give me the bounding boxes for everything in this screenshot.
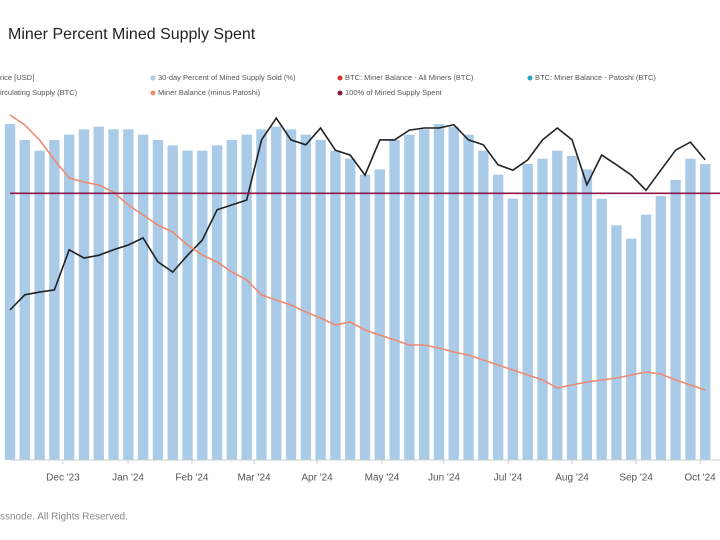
chart-title: Miner Percent Mined Supply Spent	[8, 26, 256, 43]
bar	[626, 238, 637, 460]
bar	[685, 158, 696, 460]
legend-label: irculating Supply (BTC)	[0, 88, 78, 97]
x-tick-label: Sep '24	[619, 473, 653, 484]
bar	[522, 164, 533, 460]
bar	[640, 214, 652, 460]
bar	[537, 158, 548, 460]
legend-label: rice [USD]	[0, 73, 34, 82]
bar	[63, 134, 75, 460]
x-tick-label: Oct '24	[684, 473, 716, 484]
legend-label: Miner Balance (minus Patoshi)	[158, 88, 261, 97]
bar	[211, 145, 223, 461]
x-tick-label: Mar '24	[238, 473, 271, 484]
footer: ssnode. All Rights Reserved.	[0, 512, 128, 523]
bar	[478, 150, 489, 460]
legend: rice [USD] 30-day Percent of Mined Supply…	[0, 73, 656, 97]
bar	[152, 140, 164, 460]
legend-swatch	[337, 90, 343, 96]
bar	[197, 150, 208, 460]
bar	[418, 129, 430, 461]
bar	[700, 164, 711, 460]
x-tick-label: Jun '24	[428, 473, 460, 484]
bar	[374, 169, 385, 461]
bar	[611, 225, 622, 460]
legend-swatch	[527, 75, 533, 81]
bar	[300, 134, 312, 460]
bar	[655, 196, 667, 460]
bar	[108, 129, 119, 461]
bar	[123, 129, 134, 461]
legend-swatch	[150, 90, 156, 96]
bar	[581, 169, 593, 461]
bar	[271, 126, 282, 461]
bar	[552, 150, 563, 460]
bar	[359, 174, 371, 460]
bar	[404, 134, 415, 460]
bar	[19, 140, 30, 460]
x-tick-label: Jan '24	[112, 473, 144, 484]
bar	[330, 150, 341, 460]
legend-swatch	[150, 75, 156, 81]
bar	[566, 156, 578, 460]
bar	[34, 150, 45, 460]
bar	[596, 198, 607, 460]
line	[9, 116, 706, 311]
bar	[137, 134, 149, 460]
bar	[226, 140, 238, 460]
x-tick-label: Aug '24	[555, 473, 589, 484]
bar	[93, 126, 104, 461]
bar	[315, 140, 326, 460]
bar	[182, 150, 193, 460]
bar	[507, 198, 519, 460]
x-tick-label: Dec '23	[46, 473, 80, 484]
x-tick-label: May '24	[365, 473, 400, 484]
bar	[389, 140, 400, 460]
legend-swatch	[337, 75, 343, 81]
bar	[345, 158, 356, 460]
bar	[492, 174, 504, 460]
legend-label: 100% of Mined Supply Spent	[345, 88, 443, 97]
x-tick-label: Apr '24	[301, 473, 333, 484]
bar	[433, 124, 445, 460]
plot-area: Dec '23 Jan '24 Feb '24 Mar '24 Apr '24 May '…	[4, 114, 720, 484]
line	[9, 114, 706, 391]
bar	[78, 129, 90, 461]
x-tick-label: Feb '24	[175, 473, 208, 484]
legend-label: 30-day Percent of Mined Supply Sold (%)	[158, 73, 296, 82]
x-tick-label: Jul '24	[494, 473, 523, 484]
bar	[448, 126, 459, 461]
bar	[285, 129, 297, 461]
legend-label: BTC: Miner Balance - Patoshi (BTC)	[535, 73, 656, 82]
legend-label: BTC: Miner Balance - All Miners (BTC)	[345, 73, 474, 82]
bar	[463, 134, 474, 460]
bar	[241, 134, 252, 460]
bar	[670, 180, 681, 460]
bar	[49, 140, 60, 460]
bar	[4, 124, 16, 460]
bar	[167, 145, 178, 461]
